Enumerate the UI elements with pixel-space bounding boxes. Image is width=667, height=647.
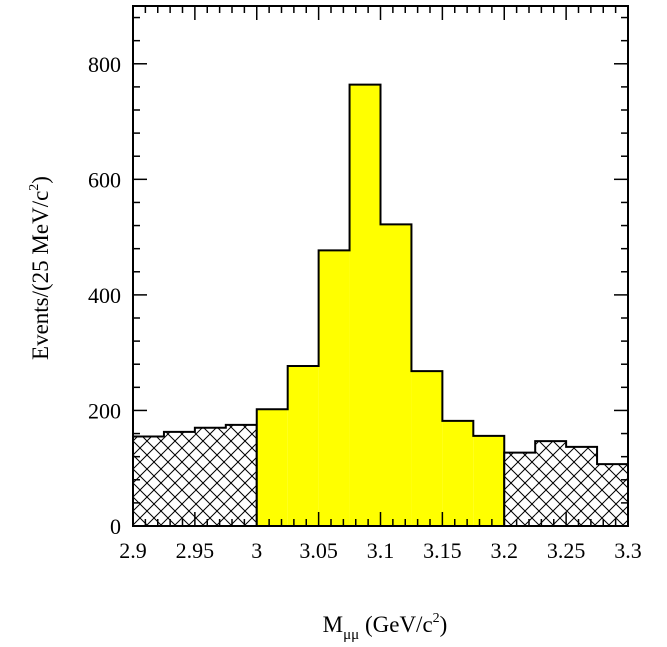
- histogram-bar: [256, 409, 288, 526]
- histogram-outline: [503, 440, 629, 526]
- histogram-bar: [133, 436, 164, 526]
- x-axis-title: Mμμ (GeV/c2): [323, 611, 448, 643]
- histogram-bar: [535, 441, 567, 526]
- x-tick-label: 2.9: [119, 538, 147, 563]
- axis-ticks: [132, 6, 629, 527]
- y-tick-label: 800: [88, 52, 121, 77]
- y-axis-title: Events/(25 MeV/c2): [27, 176, 53, 360]
- y-tick-label: 0: [110, 514, 121, 539]
- histogram-outline: [255, 83, 506, 526]
- histogram-outline: [132, 423, 258, 526]
- histogram-bar: [473, 435, 505, 526]
- histogram-bar: [349, 84, 381, 527]
- x-tick-label: 3.3: [614, 538, 642, 563]
- histogram-bar: [318, 250, 350, 526]
- x-tick-label: 3.25: [547, 538, 586, 563]
- tick-labels: 2.9 2.95 3 3.05 3.1 3.15 3.2 3.25 3.3 0 200 400 600 8…: [88, 52, 642, 563]
- histogram-bar: [411, 371, 443, 526]
- histogram-bars: [132, 83, 629, 527]
- histogram-bar: [163, 431, 195, 526]
- histogram-bar: [442, 420, 474, 526]
- x-tick-label: 3.2: [491, 538, 519, 563]
- x-tick-label: 3.05: [299, 538, 338, 563]
- y-tick-label: 600: [88, 167, 121, 192]
- histogram-bar: [504, 452, 536, 526]
- y-tick-label: 200: [88, 398, 121, 423]
- x-tick-label: 3.1: [367, 538, 395, 563]
- histogram-bar: [380, 224, 412, 526]
- histogram-bar: [194, 427, 226, 526]
- histogram-bar: [566, 446, 598, 526]
- x-tick-label: 3.15: [423, 538, 462, 563]
- histogram-bar: [287, 365, 319, 526]
- histogram-bar: [597, 464, 628, 526]
- x-tick-label: 3: [251, 538, 262, 563]
- histogram-bar: [225, 424, 257, 526]
- x-tick-label: 2.95: [176, 538, 215, 563]
- y-tick-label: 400: [88, 283, 121, 308]
